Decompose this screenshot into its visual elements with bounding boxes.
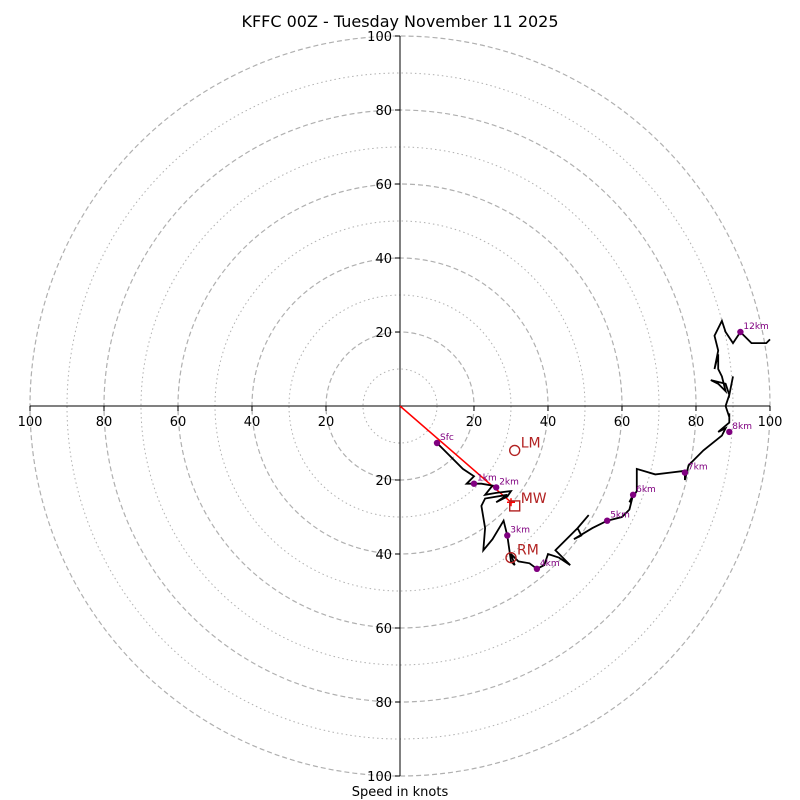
motion-marker (509, 500, 521, 512)
x-axis-label: Speed in knots (352, 785, 449, 800)
x-tick-label: 60 (614, 415, 631, 430)
chart-title: KFFC 00Z - Tuesday November 11 2025 (241, 12, 558, 31)
x-tick-label: 20 (318, 415, 335, 430)
height-marker-point (726, 428, 733, 436)
y-tick-label: 80 (375, 104, 392, 119)
shear-vector-end-marker (507, 498, 515, 507)
height-marker-point (433, 439, 441, 447)
height-marker-point (629, 491, 637, 498)
y-tick-label: 60 (375, 178, 392, 193)
hodograph-trace (436, 318, 771, 570)
height-marker-point (470, 480, 478, 487)
motion-label: LM (521, 435, 541, 451)
motion-marker (505, 552, 517, 564)
height-marker-point (533, 565, 541, 572)
height-marker-point (493, 484, 500, 491)
y-tick-label: 60 (375, 622, 392, 637)
height-marker-label: Sfc (440, 433, 454, 443)
x-tick-label: 80 (688, 415, 705, 430)
height-marker-point (504, 532, 511, 539)
y-tick-label: 20 (375, 474, 392, 489)
height-marker-label: 6km (636, 485, 656, 495)
y-tick-label: 20 (375, 326, 392, 341)
y-tick-label: 40 (375, 548, 392, 563)
x-tick-label: 20 (466, 415, 483, 430)
height-marker-label: 4km (540, 559, 560, 569)
y-tick-label: 100 (367, 30, 392, 45)
height-marker-label: 3km (510, 526, 530, 536)
x-tick-label: 40 (244, 415, 261, 430)
height-marker-point (737, 328, 744, 336)
height-markers: Sfc 1km 2km 3km 4km 5km 6km 7km 8km 12km (433, 322, 769, 572)
x-tick-label: 60 (170, 415, 187, 430)
storm-motions: LM MW RM (505, 435, 547, 564)
height-marker-label: 5km (610, 511, 630, 521)
shear-vector-group (399, 405, 515, 507)
y-tick-label: 100 (367, 770, 392, 785)
height-marker-point (604, 517, 611, 524)
height-marker-point (681, 469, 689, 476)
y-tick-label: 40 (375, 252, 392, 267)
height-marker-label: 7km (688, 463, 708, 473)
motion-label: RM (517, 543, 539, 559)
height-marker-label: 8km (732, 422, 752, 432)
x-tick-label: 100 (758, 415, 783, 430)
motion-label: MW (521, 491, 547, 507)
height-marker-label: 2km (499, 477, 519, 487)
height-marker-label: 1km (477, 474, 497, 484)
tick-labels: 100 80 60 40 20 20 40 60 80 100 100 80 60 40 20 20 40 60 8… (18, 30, 783, 785)
x-tick-label: 40 (540, 415, 557, 430)
x-tick-label: 100 (18, 415, 43, 430)
hodograph-trace-group (436, 318, 771, 570)
motion-marker (509, 444, 521, 457)
y-tick-label: 80 (375, 696, 392, 711)
height-marker-label: 12km (743, 322, 768, 332)
x-tick-label: 80 (96, 415, 113, 430)
